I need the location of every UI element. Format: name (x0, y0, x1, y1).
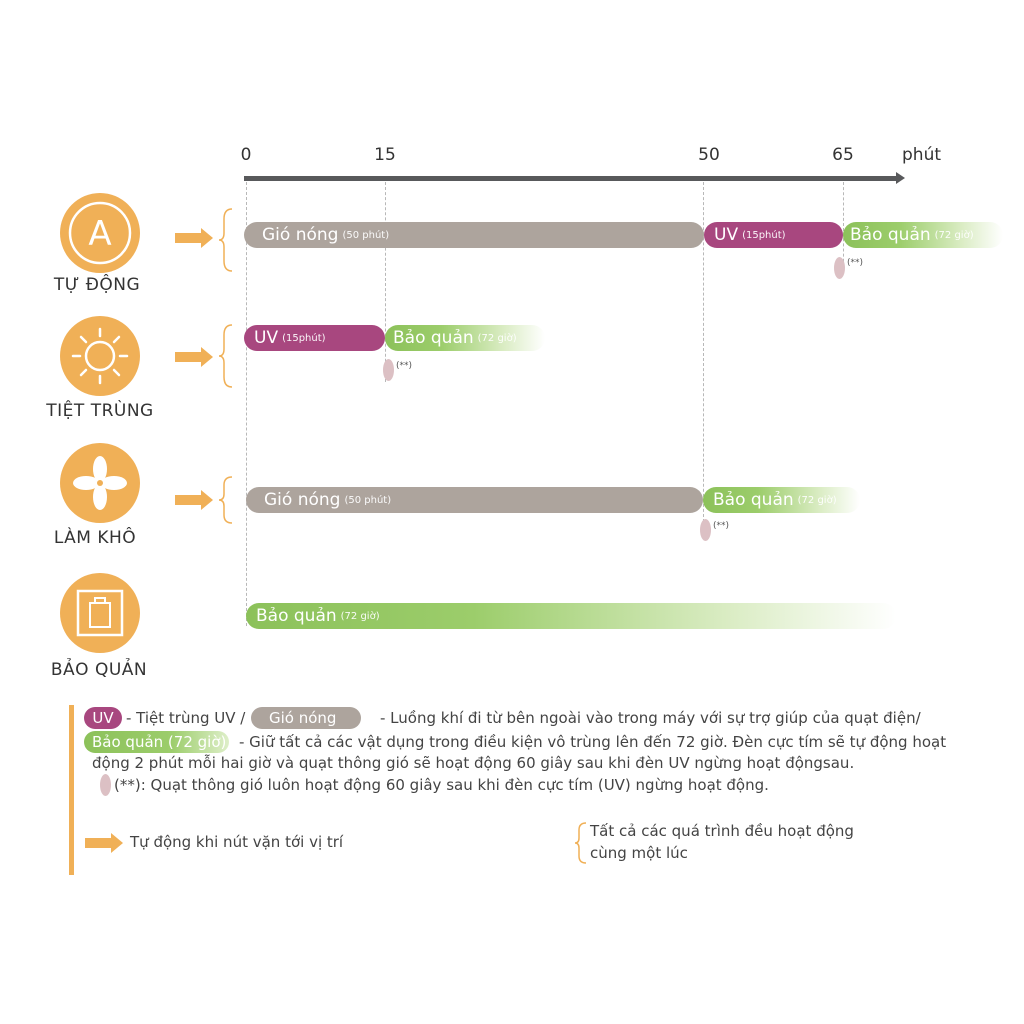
dry-mode-icon (60, 443, 140, 523)
guide-line-0 (246, 182, 247, 626)
guide-line-65 (843, 182, 844, 272)
legend-arrow-text: Tự động khi nút vặn tới vị trí (130, 833, 344, 851)
auto-mode-icon: A (60, 193, 140, 273)
legend-storage-chip: Bảo quản (72 giờ) (84, 731, 229, 753)
legend-uv-text: - Tiệt trùng UV / (126, 709, 246, 727)
legend-uv-chip: UV (84, 707, 122, 729)
svg-text:A: A (88, 214, 111, 254)
fan-note: (**) (396, 361, 413, 371)
auto-storage-bar: Bảo quản (72 giờ) (843, 222, 1003, 248)
fan-icon (73, 456, 127, 510)
sterilize-uv-bar: UV (15phút) (244, 325, 385, 351)
axis-unit: phút (902, 145, 942, 165)
brace-icon (218, 476, 233, 524)
fan-drop-icon (100, 774, 111, 796)
auto-uv-bar: UV (15phút) (704, 222, 843, 248)
tick-65: 65 (832, 145, 854, 165)
fan-note: (**) (713, 521, 730, 531)
guide-line-15 (385, 182, 386, 382)
fan-note: (**) (847, 258, 864, 268)
storage-box-icon (76, 589, 124, 637)
fan-drop-icon (700, 519, 711, 541)
brace-icon (218, 324, 233, 388)
tick-50: 50 (698, 145, 720, 165)
legend-brace-text-1: Tất cả các quá trình đều hoạt động (590, 822, 854, 840)
dry-hot-air-bar: Gió nóng (50 phút) (246, 487, 703, 513)
brace-icon (218, 208, 233, 272)
sterilize-mode-icon (60, 316, 140, 396)
legend-brace-icon (574, 822, 587, 864)
sterilize-storage-bar: Bảo quản (72 giờ) (385, 325, 545, 351)
axis-arrowhead (896, 172, 905, 184)
dry-storage-bar: Bảo quản (72 giờ) (703, 487, 860, 513)
sun-icon (71, 327, 129, 385)
storage-bar: Bảo quản (72 giờ) (246, 603, 896, 629)
fan-drop-icon (383, 359, 394, 381)
guide-line-50 (703, 182, 704, 527)
legend-storage-text-1: - Giữ tất cả các vật dụng trong điều kiệ… (239, 733, 947, 751)
tick-0: 0 (240, 145, 252, 165)
tick-15: 15 (374, 145, 396, 165)
mode-label-storage: BẢO QUẢN (50, 660, 148, 680)
legend-fan-text: (**): Quạt thông gió luôn hoạt động 60 g… (114, 776, 769, 794)
letter-a-icon: A (68, 201, 132, 265)
auto-hot-air-bar: Gió nóng (50 phút) (244, 222, 704, 248)
legend-brace-text-2: cùng một lúc (590, 844, 688, 862)
mode-label-sterilize: TIỆT TRÙNG (46, 401, 154, 421)
legend-storage-text-2: động 2 phút mỗi hai giờ và quạt thông gi… (92, 754, 855, 772)
storage-mode-icon (60, 573, 140, 653)
legend-accent-bar (69, 705, 74, 875)
legend-hot-text: - Luồng khí đi từ bên ngoài vào trong má… (380, 709, 921, 727)
legend-hot-chip: Gió nóng (251, 707, 361, 729)
axis-line (244, 176, 898, 181)
mode-label-auto: TỰ ĐỘNG (53, 275, 141, 295)
fan-drop-icon (834, 257, 845, 279)
mode-label-dry: LÀM KHÔ (53, 528, 137, 548)
